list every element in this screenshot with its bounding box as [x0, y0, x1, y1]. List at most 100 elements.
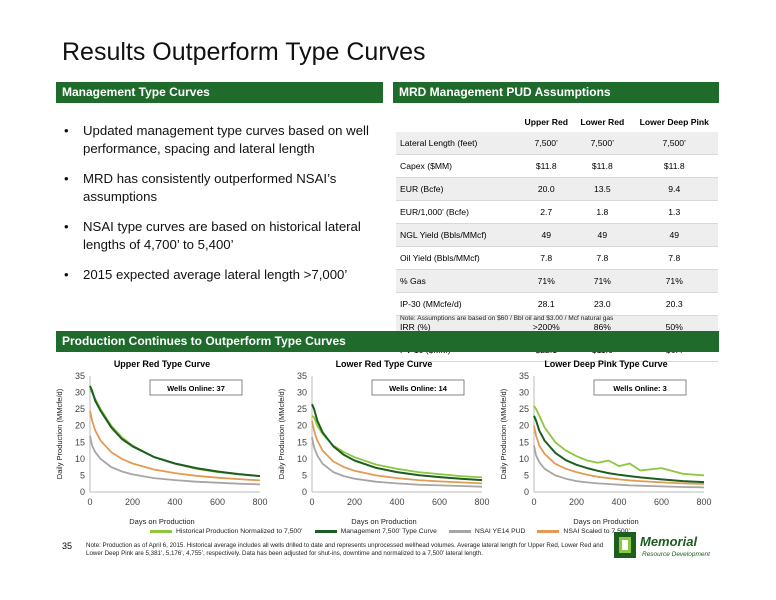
table-cell: 1.3	[630, 200, 718, 224]
table-cell: 7,500’	[518, 132, 575, 155]
x-tick-label: 600	[432, 497, 447, 507]
bullet-item: Updated management type curves based on …	[62, 122, 382, 158]
section-header-management-type-curves: Management Type Curves	[56, 82, 383, 103]
x-axis-label: Days on Production	[129, 517, 194, 526]
legend-label: Historical Production Normalized to 7,50…	[176, 528, 303, 535]
x-tick-label: 800	[474, 497, 489, 507]
series-line-1	[533, 415, 705, 484]
table-row-label: % Gas	[396, 269, 519, 293]
legend-item: NSAI Scaled to 7,500’	[537, 528, 630, 535]
table-cell: 1.8	[574, 200, 631, 224]
table-cell: 13.5	[574, 177, 631, 201]
y-tick-label: 30	[297, 388, 307, 398]
table-note: Note: Assumptions are based on $60 / Bbl…	[400, 315, 614, 322]
table-cell: 20.3	[630, 292, 718, 316]
table-cell: 71%	[518, 269, 575, 293]
y-tick-label: 10	[519, 454, 529, 464]
table-row: EUR/1,000’ (Bcfe) 2.7 1.8 1.3	[396, 200, 718, 224]
y-tick-label: 30	[75, 388, 85, 398]
y-tick-label: 15	[519, 437, 529, 447]
table-row: % Gas 71% 71% 71%	[396, 269, 718, 293]
legend-label: NSAI YE14 PUD	[474, 528, 526, 535]
y-tick-label: 10	[297, 454, 307, 464]
y-tick-label: 20	[519, 421, 529, 431]
series-line-2	[89, 435, 261, 486]
table-cell: 71%	[630, 269, 718, 293]
series-line-2	[311, 437, 483, 488]
table-cell: 71%	[574, 269, 631, 293]
table-header-blank	[396, 111, 518, 132]
table-cell: 7.8	[574, 246, 631, 270]
table-header-lower-deep-pink: Lower Deep Pink	[639, 116, 709, 127]
table-cell: 7.8	[518, 246, 575, 270]
table-cell: $11.8	[630, 154, 718, 178]
series-line-3	[311, 420, 483, 485]
x-tick-label: 800	[696, 497, 711, 507]
footnote: Note: Production as of April 6, 2015. Hi…	[86, 542, 604, 557]
wells-online-badge	[371, 379, 465, 396]
table-cell: 9.4	[630, 177, 718, 201]
x-tick-label: 600	[210, 497, 225, 507]
y-tick-label: 0	[80, 487, 85, 497]
x-axis-label: Days on Production	[351, 517, 416, 526]
y-tick-label: 5	[302, 470, 307, 480]
table-cell: 23.0	[574, 292, 631, 316]
legend-swatch	[448, 529, 471, 533]
memorial-logo: Memorial Resource Development	[614, 532, 711, 558]
table-cell: 7,500’	[630, 132, 718, 155]
x-tick-label: 200	[569, 497, 584, 507]
table-cell: 28.1	[518, 292, 575, 316]
wells-online-label: Wells Online: 14	[389, 384, 448, 393]
x-tick-label: 800	[252, 497, 267, 507]
y-tick-label: 0	[302, 487, 307, 497]
y-tick-label: 5	[524, 470, 529, 480]
table-header-row: Upper Red Lower Red Lower Deep Pink	[396, 111, 718, 132]
chart-legend: Historical Production Normalized to 7,50…	[150, 528, 642, 535]
table-row-label: EUR (Bcfe)	[396, 177, 519, 201]
section-header-production: Production Continues to Outperform Type …	[56, 331, 719, 352]
page-title: Results Outperform Type Curves	[62, 38, 426, 66]
table-cell: 7,500’	[574, 132, 631, 155]
wells-online-badge	[593, 379, 687, 396]
y-axis-label: Daily Production (MMcfe/d)	[55, 388, 64, 479]
series-line-2	[533, 445, 705, 489]
series-line-0	[311, 415, 483, 479]
y-tick-label: 25	[297, 404, 307, 414]
series-line-3	[89, 410, 261, 482]
table-row-label: IP-30 (MMcfe/d)	[396, 292, 519, 316]
logo-mark-center	[622, 540, 628, 550]
wells-online-badge	[149, 379, 243, 396]
x-tick-label: 0	[309, 497, 314, 507]
y-axis-label: Daily Production (MMcfe/d)	[277, 388, 286, 479]
x-tick-label: 600	[654, 497, 669, 507]
legend-label: Management 7,500’ Type Curve	[340, 528, 437, 535]
y-tick-label: 0	[524, 487, 529, 497]
legend-swatch	[314, 529, 337, 533]
table-header-lower-red: Lower Red	[580, 116, 625, 127]
table-cell: 49	[518, 223, 575, 247]
table-row: EUR (Bcfe) 20.0 13.5 9.4	[396, 177, 718, 201]
y-tick-label: 15	[75, 437, 85, 447]
y-axis-label: Daily Production (MMcfe/d)	[499, 388, 508, 479]
table-cell: 49	[630, 223, 718, 247]
table-row: NGL Yield (Bbls/MMcf) 49 49 49	[396, 223, 718, 247]
table-cell: 49	[574, 223, 631, 247]
table-row: IP-30 (MMcfe/d) 28.1 23.0 20.3	[396, 292, 718, 316]
chart-title: Lower Red Type Curve	[336, 359, 433, 369]
legend-swatch	[150, 529, 172, 533]
y-tick-label: 10	[75, 454, 85, 464]
legend-item: NSAI YE14 PUD	[448, 528, 526, 535]
y-tick-label: 30	[519, 388, 529, 398]
table-cell: 7.8	[630, 246, 718, 270]
chart-lower-red: Lower Red Type Curve 0 5 10 15 20 25 30 35 0 200 40…	[277, 359, 490, 526]
logo-name: Memorial	[640, 534, 697, 549]
table-cell: 20.0	[518, 177, 575, 201]
table-row-label: Capex ($MM)	[396, 154, 519, 178]
x-tick-label: 400	[389, 497, 404, 507]
x-axis-label: Days on Production	[573, 517, 638, 526]
table-row: Capex ($MM) $11.8 $11.8 $11.8	[396, 154, 718, 178]
section-header-pud-assumptions: MRD Management PUD Assumptions	[393, 82, 719, 103]
y-tick-label: 15	[297, 437, 307, 447]
y-tick-label: 20	[75, 421, 85, 431]
table-row: Lateral Length (feet) 7,500’ 7,500’ 7,500’	[396, 132, 718, 155]
